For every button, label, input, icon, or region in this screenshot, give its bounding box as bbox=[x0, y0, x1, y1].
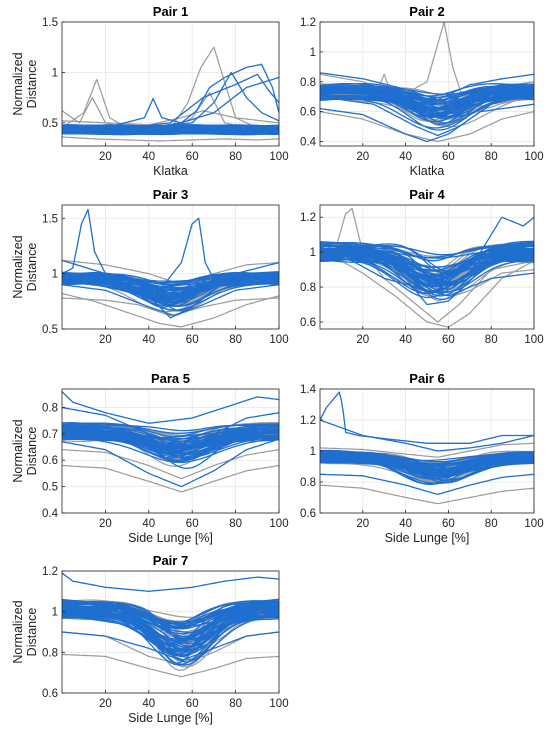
x-tick-label: 80 bbox=[485, 151, 498, 163]
subplot-4: 20 40 60 80 100 0.6 0.8 1 1.2 Pair 4 bbox=[300, 187, 544, 346]
x-tick-label: 100 bbox=[524, 334, 543, 346]
y-tick-label: 0.6 bbox=[42, 455, 58, 467]
x-tick-label: 20 bbox=[99, 518, 112, 530]
y-axis-label-line: Normalized bbox=[11, 600, 25, 663]
y-tick-label: 0.5 bbox=[42, 324, 58, 336]
y-tick-label: 0.4 bbox=[300, 137, 317, 149]
y-tick-label: 1 bbox=[310, 446, 316, 458]
y-tick-label: 0.8 bbox=[42, 402, 58, 414]
x-tick-label: 80 bbox=[229, 334, 242, 346]
y-axis-label-line: Distance bbox=[25, 427, 39, 476]
y-axis-label-line: Normalized bbox=[11, 52, 25, 115]
x-tick-label: 60 bbox=[442, 518, 455, 530]
subplot-title: Pair 3 bbox=[153, 187, 188, 202]
subplot-title: Para 5 bbox=[151, 371, 190, 386]
y-tick-label: 1.4 bbox=[300, 384, 317, 396]
y-tick-label: 1 bbox=[52, 607, 58, 619]
x-tick-label: 60 bbox=[442, 334, 455, 346]
subplot-title: Pair 1 bbox=[153, 4, 188, 19]
subplot-title: Pair 7 bbox=[153, 553, 188, 568]
y-tick-label: 1.2 bbox=[300, 415, 316, 427]
y-tick-label: 1 bbox=[52, 269, 58, 281]
x-tick-label: 100 bbox=[269, 698, 288, 710]
y-axis-label: NormalizedDistance bbox=[11, 52, 39, 115]
y-tick-label: 0.6 bbox=[42, 688, 58, 700]
y-tick-label: 0.8 bbox=[42, 647, 58, 659]
y-tick-label: 1 bbox=[310, 247, 316, 259]
y-tick-label: 0.8 bbox=[300, 282, 316, 294]
x-tick-label: 100 bbox=[269, 518, 288, 530]
y-tick-label: 0.4 bbox=[42, 508, 59, 520]
y-tick-label: 1.2 bbox=[300, 212, 316, 224]
y-tick-label: 1.5 bbox=[42, 17, 58, 29]
x-tick-label: 60 bbox=[186, 698, 199, 710]
x-tick-label: 60 bbox=[186, 334, 199, 346]
y-tick-label: 1.2 bbox=[300, 17, 316, 29]
subplot-7: 20 40 60 80 100 0.6 0.8 1 1.2 Pair 7 Side Lunge [%… bbox=[11, 553, 289, 725]
subplot-title: Pair 6 bbox=[409, 371, 444, 386]
y-axis-label-line: Distance bbox=[25, 608, 39, 657]
x-tick-label: 20 bbox=[356, 151, 369, 163]
x-tick-label: 20 bbox=[356, 518, 369, 530]
x-tick-label: 40 bbox=[142, 151, 155, 163]
x-tick-label: 100 bbox=[269, 334, 288, 346]
subplot-2: 20 40 60 80 100 0.4 0.6 0.8 1 1.2 Pair 2 Klatka bbox=[300, 4, 544, 178]
x-tick-label: 80 bbox=[485, 518, 498, 530]
y-tick-label: 0.5 bbox=[42, 118, 58, 130]
x-tick-label: 100 bbox=[524, 518, 543, 530]
x-tick-label: 20 bbox=[99, 151, 112, 163]
subplot-5: 20 40 60 80 100 0.4 0.5 0.6 0.7 0.8 Para 5 Side Lun… bbox=[11, 371, 289, 545]
x-tick-label: 80 bbox=[229, 518, 242, 530]
x-tick-label: 20 bbox=[356, 334, 369, 346]
subplot-6: 20 40 60 80 100 0.6 0.8 1 1.2 1.4 Pair 6 Side Lunge… bbox=[300, 371, 544, 545]
x-axis-label: Klatka bbox=[410, 164, 445, 178]
x-axis-label: Side Lunge [%] bbox=[128, 531, 213, 545]
y-tick-label: 1 bbox=[52, 67, 58, 79]
x-tick-label: 40 bbox=[142, 334, 155, 346]
y-tick-label: 0.6 bbox=[300, 317, 316, 329]
subplot-1: 20 40 60 80 100 0.5 1 1.5 Pair 1 Klatka Normalized… bbox=[11, 4, 289, 178]
x-axis-label: Side Lunge [%] bbox=[128, 711, 213, 725]
y-tick-label: 0.5 bbox=[42, 482, 58, 494]
x-tick-label: 60 bbox=[186, 151, 199, 163]
y-axis-label-line: Normalized bbox=[11, 235, 25, 298]
x-tick-label: 80 bbox=[485, 334, 498, 346]
y-tick-label: 1 bbox=[310, 47, 316, 59]
x-tick-label: 40 bbox=[399, 518, 412, 530]
x-tick-label: 40 bbox=[142, 518, 155, 530]
x-tick-label: 40 bbox=[142, 698, 155, 710]
y-axis-label: NormalizedDistance bbox=[11, 235, 39, 298]
x-tick-label: 80 bbox=[229, 151, 242, 163]
y-tick-label: 0.6 bbox=[300, 107, 316, 119]
x-tick-label: 60 bbox=[186, 518, 199, 530]
x-tick-label: 80 bbox=[229, 698, 242, 710]
y-axis-label-line: Distance bbox=[25, 60, 39, 109]
y-tick-label: 0.8 bbox=[300, 77, 316, 89]
y-tick-label: 0.8 bbox=[300, 477, 316, 489]
x-tick-label: 20 bbox=[99, 698, 112, 710]
y-axis-label: NormalizedDistance bbox=[11, 600, 39, 663]
x-tick-label: 100 bbox=[524, 151, 543, 163]
y-axis-label-line: Normalized bbox=[11, 419, 25, 482]
y-tick-label: 0.6 bbox=[300, 508, 316, 520]
x-tick-label: 20 bbox=[99, 334, 112, 346]
subplot-3: 20 40 60 80 100 0.5 1 1.5 Pair 3 NormalizedDistan… bbox=[11, 187, 289, 346]
x-tick-label: 40 bbox=[399, 334, 412, 346]
y-axis-label: NormalizedDistance bbox=[11, 419, 39, 482]
y-tick-label: 1.2 bbox=[42, 566, 58, 578]
subplot-title: Pair 4 bbox=[409, 187, 445, 202]
x-axis-label: Side Lunge [%] bbox=[385, 531, 470, 545]
subplot-title: Pair 2 bbox=[409, 4, 444, 19]
x-tick-label: 100 bbox=[269, 151, 288, 163]
x-tick-label: 40 bbox=[399, 151, 412, 163]
y-axis-label-line: Distance bbox=[25, 243, 39, 292]
x-axis-label: Klatka bbox=[153, 164, 188, 178]
y-tick-label: 1.5 bbox=[42, 213, 58, 225]
y-tick-label: 0.7 bbox=[42, 429, 58, 441]
x-tick-label: 60 bbox=[442, 151, 455, 163]
